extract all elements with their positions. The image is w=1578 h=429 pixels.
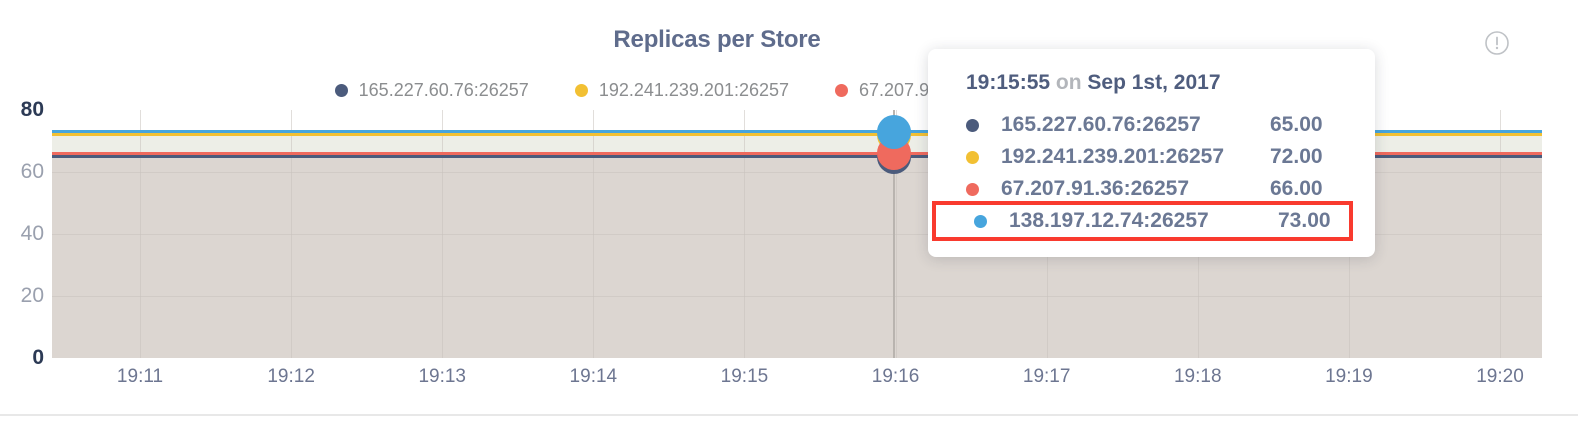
legend-item[interactable]: 165.227.60.76:26257 (334, 80, 529, 101)
y-axis-tick-label: 80 (20, 98, 44, 121)
series-line (52, 130, 1542, 134)
tooltip-on-word: on (1055, 71, 1082, 94)
x-axis-tick-label: 19:11 (116, 366, 164, 387)
x-axis-tick-label: 19:15 (720, 366, 769, 387)
tooltip-series-label: 138.197.12.74:26257 (1009, 209, 1209, 232)
x-axis-tick-label: 19:19 (1325, 366, 1373, 387)
tooltip-series-dot (966, 118, 979, 132)
legend-item-label: 192.241.239.201:26257 (598, 80, 790, 100)
gridline-vertical (744, 110, 746, 358)
tooltip-series-value: 66.00 (1270, 177, 1323, 200)
tooltip-row: 165.227.60.76:26257 65.00 (928, 109, 1375, 141)
x-axis-tick-label: 19:18 (1173, 366, 1222, 387)
series-line (52, 151, 1542, 155)
x-axis-tick-label: 19:16 (871, 366, 920, 387)
gridline-vertical (442, 110, 444, 358)
gridline-horizontal (52, 172, 1542, 173)
info-circle-icon[interactable] (1484, 30, 1510, 56)
legend-color-dot (835, 84, 849, 97)
y-axis-tick-label: 20 (20, 284, 44, 307)
chart-tooltip: 19:15:55 on Sep 1st, 2017 165.227.60.76:… (928, 49, 1375, 257)
hover-point-marker (877, 114, 911, 149)
legend-item[interactable]: 192.241.239.201:26257 (574, 80, 790, 101)
tooltip-row: 67.207.91.36:26257 66.00 (928, 173, 1375, 205)
gridline-vertical (895, 110, 897, 358)
tooltip-time: 19:15:55 (966, 71, 1051, 94)
tooltip-rows: 165.227.60.76:26257 65.00 192.241.239.201:… (928, 109, 1375, 241)
tooltip-series-label: 165.227.60.76:26257 (1001, 113, 1201, 136)
y-axis: 80 60 40 20 0 (0, 98, 44, 369)
gridline-vertical (140, 110, 141, 358)
y-axis-tick-label: 60 (20, 160, 44, 183)
x-axis-tick-label: 19:20 (1476, 366, 1524, 387)
y-axis-tick-label: 40 (20, 222, 44, 245)
tooltip-series-dot (974, 214, 987, 228)
tooltip-series-value: 65.00 (1270, 113, 1323, 136)
x-axis-tick-label: 19:13 (418, 366, 466, 387)
gridline-vertical (291, 110, 293, 358)
page-title: Replicas per Store (613, 26, 821, 53)
hover-cursor-line (893, 110, 895, 358)
tooltip-date: Sep 1st, 2017 (1087, 71, 1221, 94)
series-line (52, 155, 1542, 158)
chart-panel: Replicas per Store 165.227.60.76:26257 19… (0, 26, 1542, 392)
tooltip-row: 192.241.239.201:26257 72.00 (928, 141, 1375, 173)
tooltip-series-dot (966, 150, 979, 164)
x-axis-tick-label: 19:14 (569, 366, 618, 387)
series-line (52, 133, 1542, 137)
y-axis-tick-label: 0 (32, 346, 44, 369)
tooltip-row-highlighted: 138.197.12.74:26257 73.00 (932, 201, 1353, 241)
gridline-vertical (1500, 110, 1501, 358)
x-axis-tick-label: 19:17 (1022, 366, 1071, 387)
tooltip-header: 19:15:55 on Sep 1st, 2017 (928, 71, 1375, 109)
legend-color-dot (334, 84, 348, 97)
tooltip-series-value: 73.00 (1278, 209, 1331, 232)
legend-color-dot (574, 84, 588, 97)
tooltip-series-label: 192.241.239.201:26257 (1001, 145, 1225, 168)
gridline-horizontal (52, 296, 1542, 297)
tooltip-series-dot (966, 182, 979, 196)
tooltip-series-label: 67.207.91.36:26257 (1001, 177, 1190, 200)
gridline-vertical (593, 110, 595, 358)
gridline-horizontal (52, 234, 1542, 235)
panel-divider (0, 414, 1578, 416)
tooltip-series-value: 72.00 (1270, 145, 1323, 168)
x-axis: 19:11 19:12 19:13 19:14 19:15 19:16 19:17 19:18… (52, 366, 1542, 392)
x-axis-tick-label: 19:12 (267, 366, 315, 387)
legend-item-label: 165.227.60.76:26257 (358, 80, 529, 100)
